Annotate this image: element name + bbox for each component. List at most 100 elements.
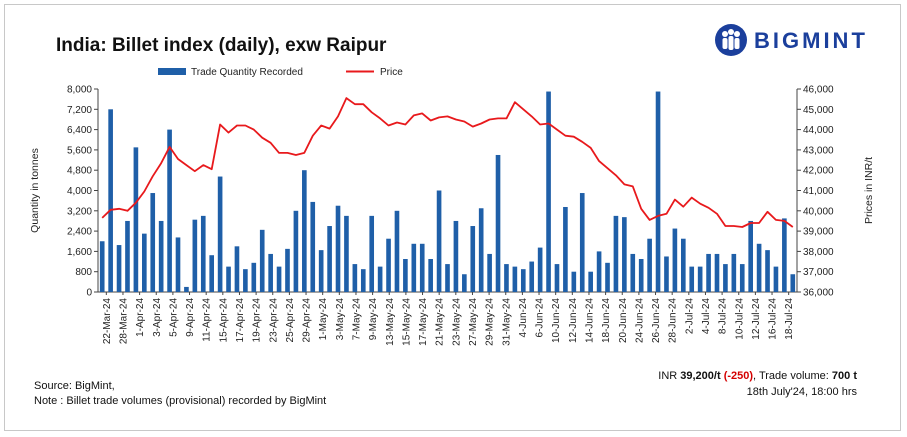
x-tick-label: 31-May-24	[501, 298, 512, 346]
bar	[605, 262, 610, 292]
bar	[411, 243, 417, 292]
bar	[200, 215, 206, 292]
right-tick-label: 40,000	[803, 206, 834, 217]
bar	[217, 176, 223, 292]
bar	[150, 193, 156, 292]
bar	[394, 210, 400, 292]
left-tick-label: 3,200	[67, 206, 92, 217]
x-tick-label: 10-Jun-24	[551, 298, 562, 343]
summary-suffix: , Trade volume:	[753, 370, 832, 382]
x-tick-label: 17-May-24	[418, 298, 429, 346]
bar	[226, 266, 231, 292]
legend-swatch-bars	[158, 68, 186, 75]
bar	[436, 190, 442, 292]
bar	[142, 233, 147, 292]
x-tick-label: 11-Apr-24	[202, 298, 213, 342]
bar	[234, 246, 240, 292]
x-tick-label: 10-Jul-24	[734, 298, 745, 340]
bar	[714, 253, 720, 292]
x-tick-label: 1-May-24	[318, 298, 329, 341]
summary-prefix: INR	[658, 370, 681, 382]
left-tick-label: 2,400	[67, 227, 92, 238]
bar	[268, 253, 273, 292]
x-tick-label: 2-Jul-24	[684, 298, 695, 335]
bar	[731, 253, 737, 292]
x-tick-label: 28-Mar-24	[119, 298, 130, 345]
bar	[175, 237, 181, 292]
bar	[352, 264, 358, 292]
x-tick-label: 26-Jun-24	[651, 298, 662, 343]
bar	[655, 91, 661, 292]
bar	[579, 193, 585, 292]
x-tick-label: 29-Apr-24	[302, 298, 313, 343]
right-axis-title: Prices in INR/t	[863, 157, 875, 224]
source-text: Source: BigMint,	[34, 380, 115, 392]
x-tick-label: 12-Jun-24	[568, 298, 579, 343]
legend-label-price: Price	[380, 67, 403, 78]
bar	[125, 220, 130, 292]
left-tick-label: 5,600	[67, 145, 92, 156]
bar	[209, 255, 215, 292]
bar	[680, 238, 686, 292]
bar	[428, 259, 433, 292]
left-axis-title: Quantity in tonnes	[29, 148, 41, 233]
bar	[495, 154, 501, 292]
summary-price: 39,200/t	[680, 370, 721, 382]
left-tick-label: 8,000	[67, 85, 92, 96]
bar	[756, 243, 762, 292]
bar	[571, 271, 577, 292]
bar	[588, 271, 593, 292]
bar	[664, 256, 669, 292]
bar	[554, 264, 560, 292]
bar	[790, 274, 796, 292]
x-tick-label: 19-Apr-24	[252, 298, 263, 343]
bar	[310, 201, 316, 292]
bar	[453, 220, 459, 292]
right-tick-label: 43,000	[803, 145, 834, 156]
x-tick-label: 27-May-24	[468, 298, 479, 346]
x-tick-label: 25-Apr-24	[285, 298, 296, 343]
x-tick-label: 23-Apr-24	[268, 298, 279, 343]
bar	[622, 217, 627, 292]
people-logo-icon	[715, 24, 747, 56]
bar	[689, 266, 695, 292]
left-tick-label: 800	[75, 267, 92, 278]
price-line	[101, 97, 794, 228]
bar	[167, 129, 172, 292]
bar	[613, 215, 619, 292]
x-tick-label: 7-May-24	[352, 298, 363, 341]
x-tick-label: 1-Apr-24	[135, 298, 146, 337]
bar	[133, 147, 139, 292]
bar	[520, 269, 526, 292]
brand-name: BIGMINT	[754, 28, 868, 53]
x-tick-label: 3-May-24	[335, 298, 346, 341]
note-text: Note : Billet trade volumes (provisional…	[34, 395, 327, 407]
bar	[251, 262, 257, 292]
bar	[546, 91, 551, 292]
bar	[563, 206, 568, 292]
summary-line: INR 39,200/t (-250), Trade volume: 700 t	[658, 370, 857, 382]
bar	[630, 253, 636, 292]
x-tick-label: 20-Jun-24	[618, 298, 629, 343]
bar	[504, 264, 509, 292]
x-tick-label: 16-Jul-24	[768, 298, 779, 340]
x-tick-label: 9-Apr-24	[185, 298, 196, 337]
x-tick-label: 15-Apr-24	[218, 298, 229, 343]
bar	[369, 215, 375, 292]
bar	[302, 170, 307, 292]
bar	[512, 266, 518, 292]
left-tick-label: 4,000	[67, 186, 92, 197]
bar	[773, 266, 779, 292]
bar	[596, 251, 602, 292]
bar	[470, 226, 476, 292]
x-tick-label: 9-May-24	[368, 298, 379, 341]
bar	[116, 245, 122, 292]
bar	[748, 220, 753, 292]
x-tick-label: 21-May-24	[435, 298, 446, 346]
x-tick-label: 4-Jun-24	[518, 298, 529, 338]
bar	[344, 215, 349, 292]
bar	[537, 247, 543, 292]
summary-volume: 700 t	[831, 370, 857, 382]
bar	[318, 250, 324, 292]
bar	[293, 210, 299, 292]
